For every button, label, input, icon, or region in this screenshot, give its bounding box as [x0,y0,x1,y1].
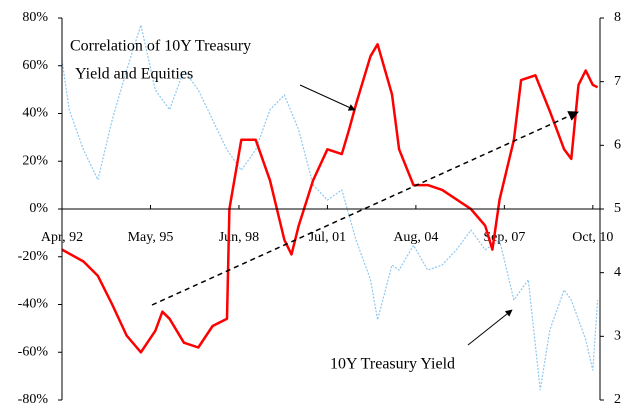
annotation: 10Y Treasury Yield [330,356,455,373]
y2-tick-label: 5 [614,201,621,216]
y-tick-label: -60% [18,344,49,359]
annotation: Correlation of 10Y Treasury [70,38,251,55]
x-tick-label: Aug, 04 [393,230,438,245]
y2-tick-label: 8 [614,10,621,25]
y2-tick-label: 2 [614,392,621,407]
x-tick-label: Oct, 10 [572,230,613,245]
y2-tick-label: 7 [614,74,621,89]
y-tick-label: 60% [22,58,48,73]
x-tick-label: Jun, 98 [219,230,259,245]
y-tick-label: 80% [22,10,48,25]
y-tick-label: -40% [18,297,49,312]
y2-tick-label: 4 [614,265,621,280]
x-tick-label: May, 95 [128,230,174,245]
correlation-line [61,43,599,354]
y2-tick-label: 6 [614,138,621,153]
annotation-arrow [467,309,513,346]
y-tick-label: 20% [22,153,48,168]
trend-arrow [151,111,579,306]
x-tick-label: Jul, 01 [309,230,346,245]
y-tick-label: 0% [29,201,48,216]
y-tick-label: -80% [18,392,49,407]
y2-tick-label: 3 [614,329,621,344]
y-tick-label: 40% [22,106,48,121]
annotation: Yield and Equities [75,66,193,83]
annotation-arrow [299,84,356,111]
y-tick-label: -20% [18,249,49,264]
